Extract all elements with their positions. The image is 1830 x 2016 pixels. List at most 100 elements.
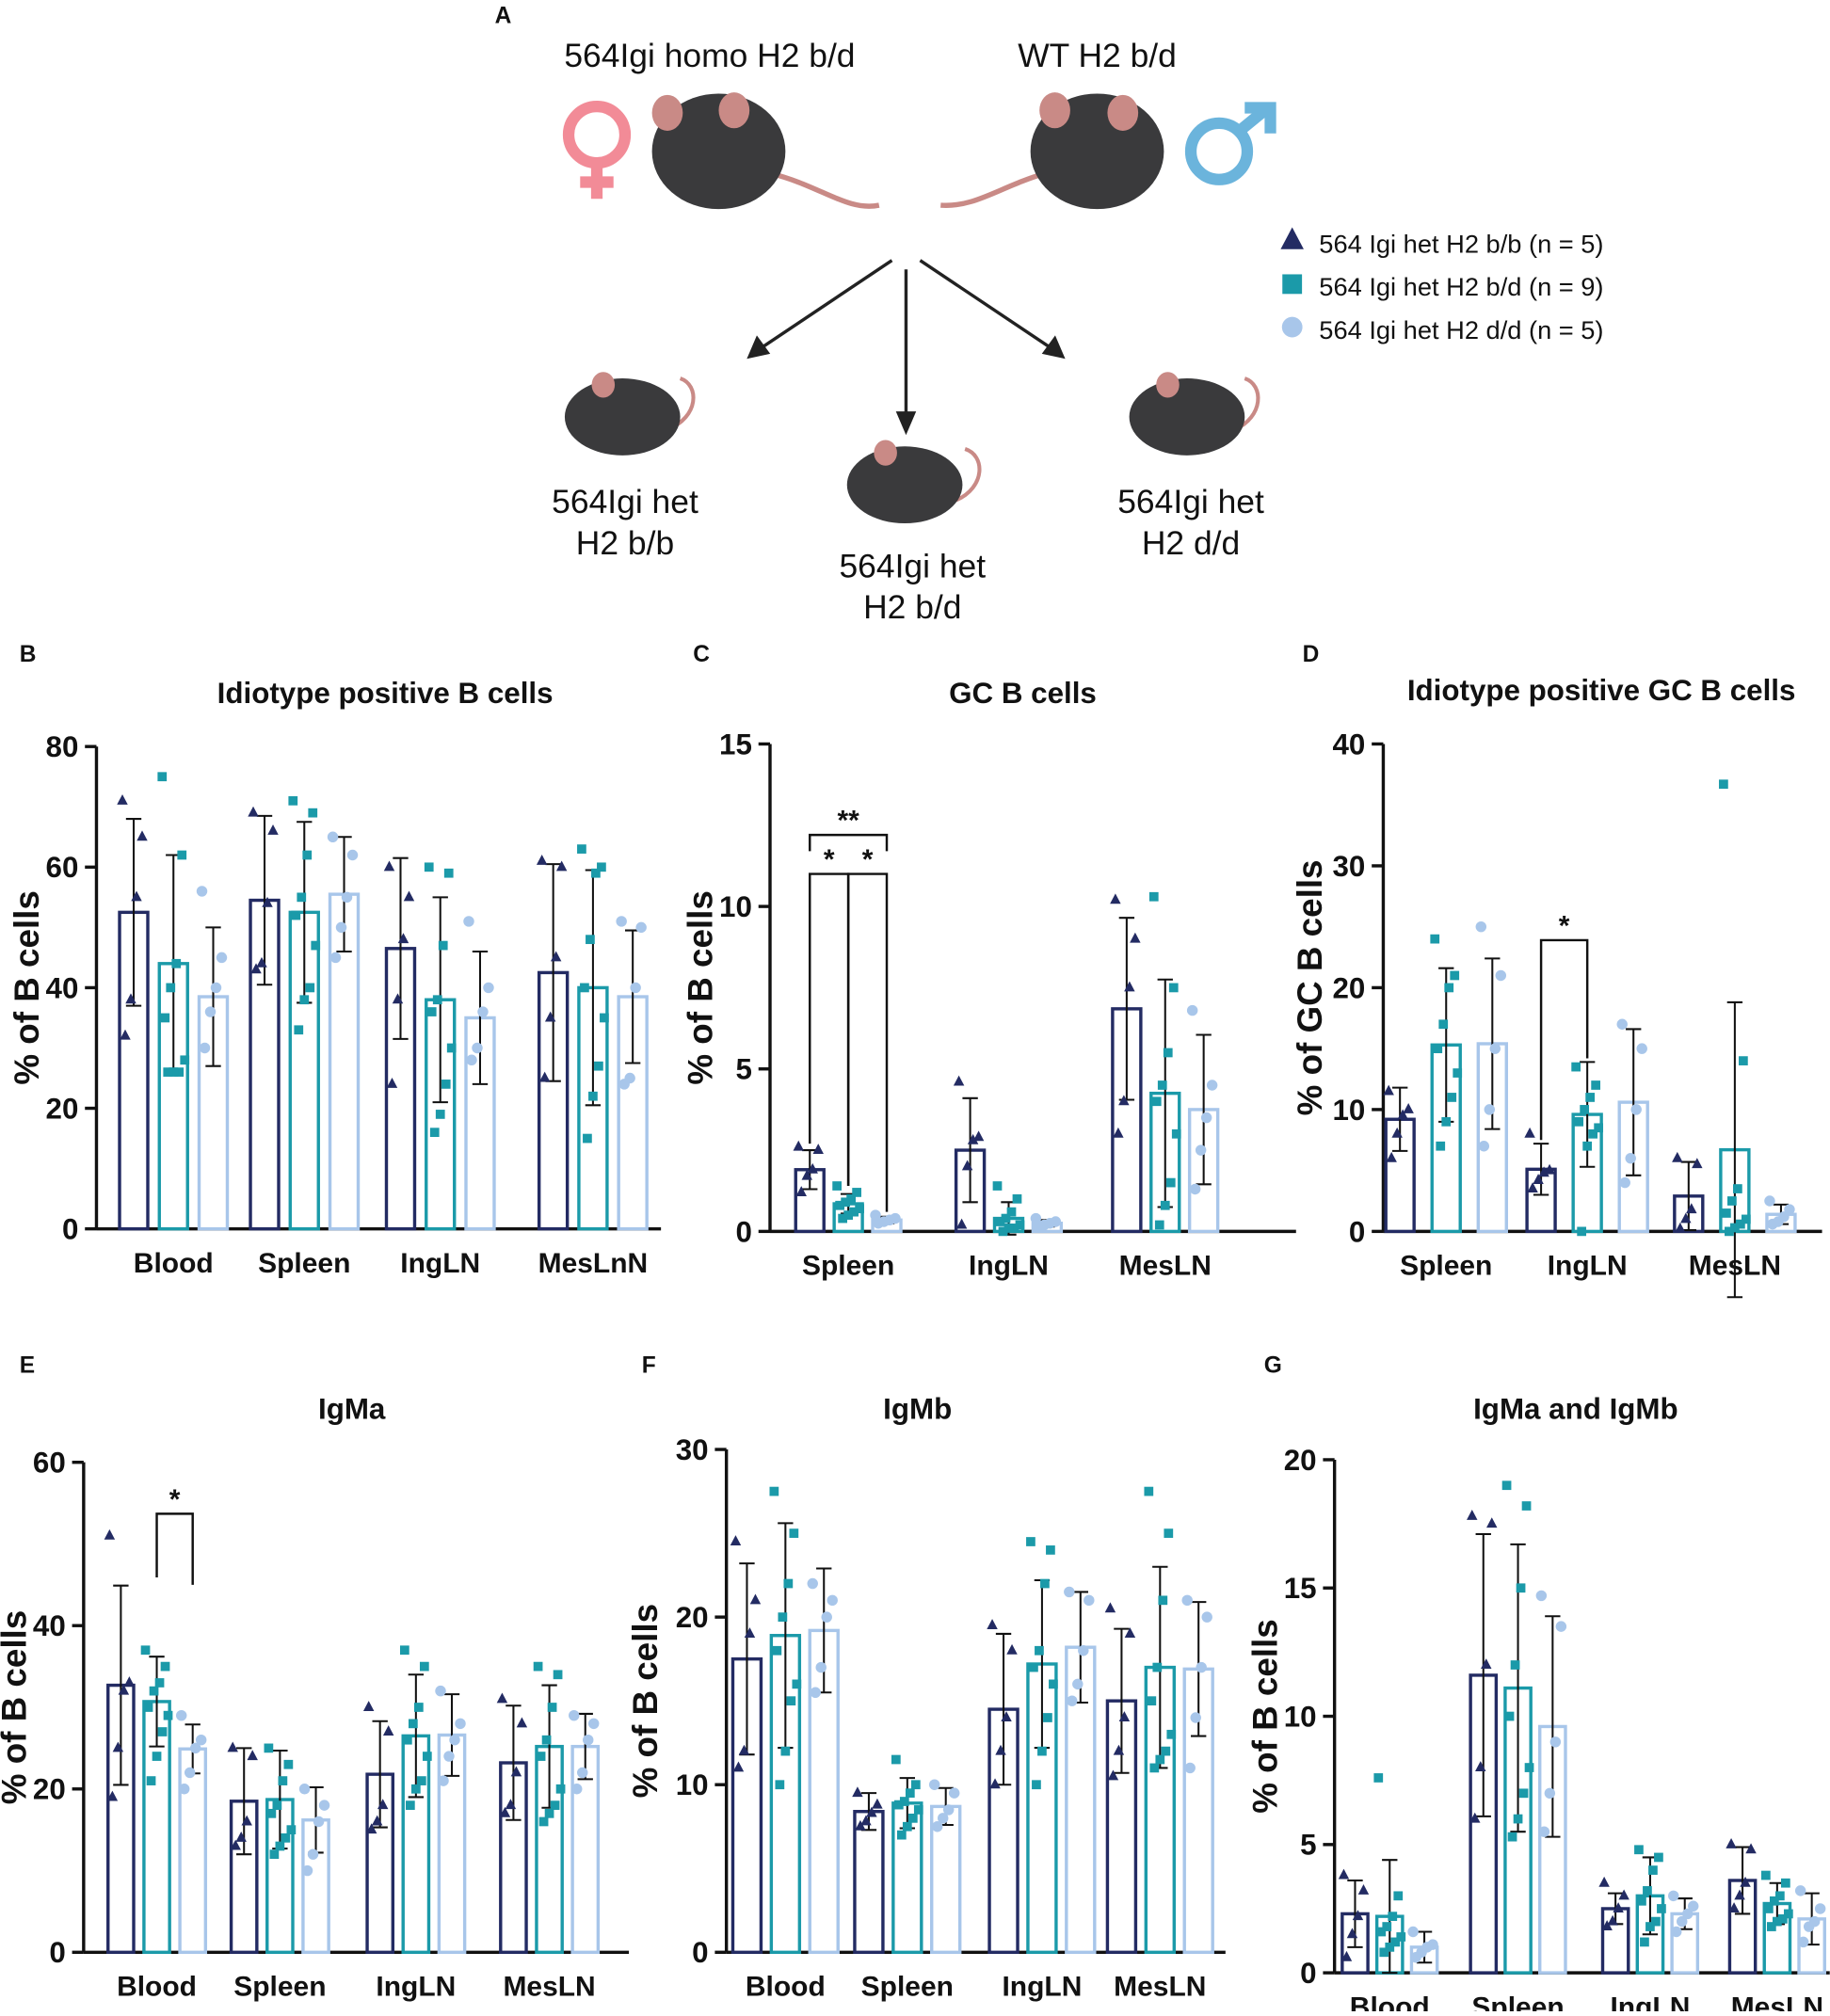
data-point <box>171 958 182 968</box>
bar <box>1525 1167 1557 1234</box>
legend-label: 564 Igi het H2 d/d (n = 5) <box>1319 315 1603 344</box>
data-point <box>1357 1884 1370 1895</box>
data-point <box>1012 1193 1022 1204</box>
female-symbol <box>562 100 632 200</box>
data-point <box>1436 1141 1446 1151</box>
data-point <box>1390 1937 1401 1947</box>
data-point <box>307 1848 319 1860</box>
data-point <box>550 951 562 962</box>
error-bar <box>256 814 273 986</box>
data-point <box>382 1725 394 1736</box>
data-point <box>160 1013 170 1023</box>
data-point <box>732 1761 745 1772</box>
data-point <box>291 910 301 920</box>
data-point <box>821 1611 832 1623</box>
data-point <box>248 806 259 817</box>
data-point <box>146 1776 156 1785</box>
data-point <box>1181 1594 1193 1607</box>
data-point <box>1382 1922 1392 1931</box>
data-point <box>786 1696 796 1706</box>
data-point <box>227 1741 238 1752</box>
x-tick-label: IngLN <box>376 1972 456 2003</box>
data-point <box>1447 1093 1457 1102</box>
data-point <box>446 1043 457 1053</box>
chart-title: IgMb <box>883 1392 952 1425</box>
significance-bracket <box>155 1512 194 1585</box>
data-point <box>1797 1936 1809 1948</box>
x-tick-label: Spleen <box>258 1248 350 1279</box>
y-tick-label: 0 <box>49 1936 65 1969</box>
legend-marker <box>1280 227 1304 249</box>
chart-title: Idiotype positive B cells <box>217 677 554 710</box>
x-tick-label: Spleen <box>233 1972 326 2003</box>
data-point <box>1032 1780 1041 1790</box>
data-point <box>1430 934 1440 944</box>
data-point <box>1386 1151 1397 1162</box>
data-point <box>1118 1711 1131 1721</box>
data-point <box>386 1078 398 1088</box>
data-point <box>547 1703 557 1712</box>
data-point <box>1152 1662 1163 1672</box>
data-point <box>843 1210 853 1220</box>
data-point <box>948 1787 960 1799</box>
data-point <box>835 1200 845 1210</box>
data-point <box>204 1006 217 1017</box>
data-point <box>1035 1645 1044 1656</box>
data-point <box>1195 1144 1207 1156</box>
panel-letter: A <box>495 4 512 29</box>
data-point <box>422 1752 432 1761</box>
error-bar <box>236 1747 252 1856</box>
error-bar <box>443 1693 460 1777</box>
y-tick-label: 5 <box>1300 1829 1316 1862</box>
data-point <box>580 983 589 993</box>
bar <box>249 898 281 1231</box>
y-tick-label: 20 <box>1333 971 1366 1004</box>
data-point <box>1166 1729 1177 1739</box>
data-point <box>441 1080 451 1089</box>
data-point <box>815 1661 827 1673</box>
data-point <box>907 1813 918 1823</box>
data-point <box>230 1839 241 1850</box>
data-point <box>1727 1196 1737 1206</box>
data-point <box>555 860 568 872</box>
data-point <box>455 1718 466 1730</box>
significance-label: * <box>1559 910 1570 941</box>
data-point <box>792 1679 802 1689</box>
data-point <box>846 1193 856 1204</box>
data-point <box>1740 1876 1751 1887</box>
data-point <box>1510 1660 1520 1670</box>
data-point <box>362 1701 375 1712</box>
data-point <box>1672 1151 1683 1162</box>
data-point <box>913 1805 923 1815</box>
data-point <box>1527 1182 1538 1193</box>
panel-letter: G <box>1264 1352 1282 1378</box>
data-point <box>1037 1746 1047 1756</box>
data-point <box>1064 1586 1075 1598</box>
significance-label: * <box>824 844 835 875</box>
data-point <box>550 1800 560 1810</box>
data-point <box>318 1800 330 1811</box>
data-point <box>1745 1843 1757 1854</box>
data-point <box>419 1661 429 1672</box>
offspring-label: H2 d/d <box>1142 524 1240 562</box>
data-point <box>577 1767 588 1779</box>
mouse-offspring <box>1129 372 1260 456</box>
data-point <box>1158 1595 1168 1606</box>
data-point <box>1030 1212 1042 1224</box>
data-point <box>278 1776 288 1785</box>
data-point <box>995 1744 1006 1755</box>
data-point <box>123 1676 136 1687</box>
data-point <box>1794 1885 1806 1896</box>
data-point <box>149 1686 159 1696</box>
y-tick-label: 5 <box>735 1053 751 1086</box>
data-point <box>118 1684 130 1695</box>
y-tick-label: 20 <box>33 1773 66 1806</box>
data-point <box>852 1188 861 1197</box>
x-tick-label: MesLN <box>1114 1972 1206 2003</box>
arrows <box>746 259 1066 436</box>
data-point <box>778 1612 788 1623</box>
data-point <box>1403 1103 1414 1113</box>
error-bar <box>1533 1143 1549 1196</box>
data-point <box>405 1800 415 1810</box>
data-point <box>1671 1926 1682 1938</box>
